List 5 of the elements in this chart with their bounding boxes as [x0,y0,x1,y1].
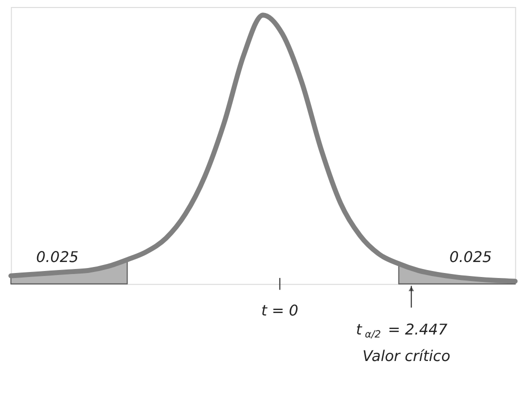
text: t = 0 [261,302,298,320]
text: tα/2 = 2.447 [356,321,448,340]
annotation: 0.025 [449,249,492,266]
annotation: 0.025 [36,249,79,266]
text: Valor crítico [362,348,450,365]
